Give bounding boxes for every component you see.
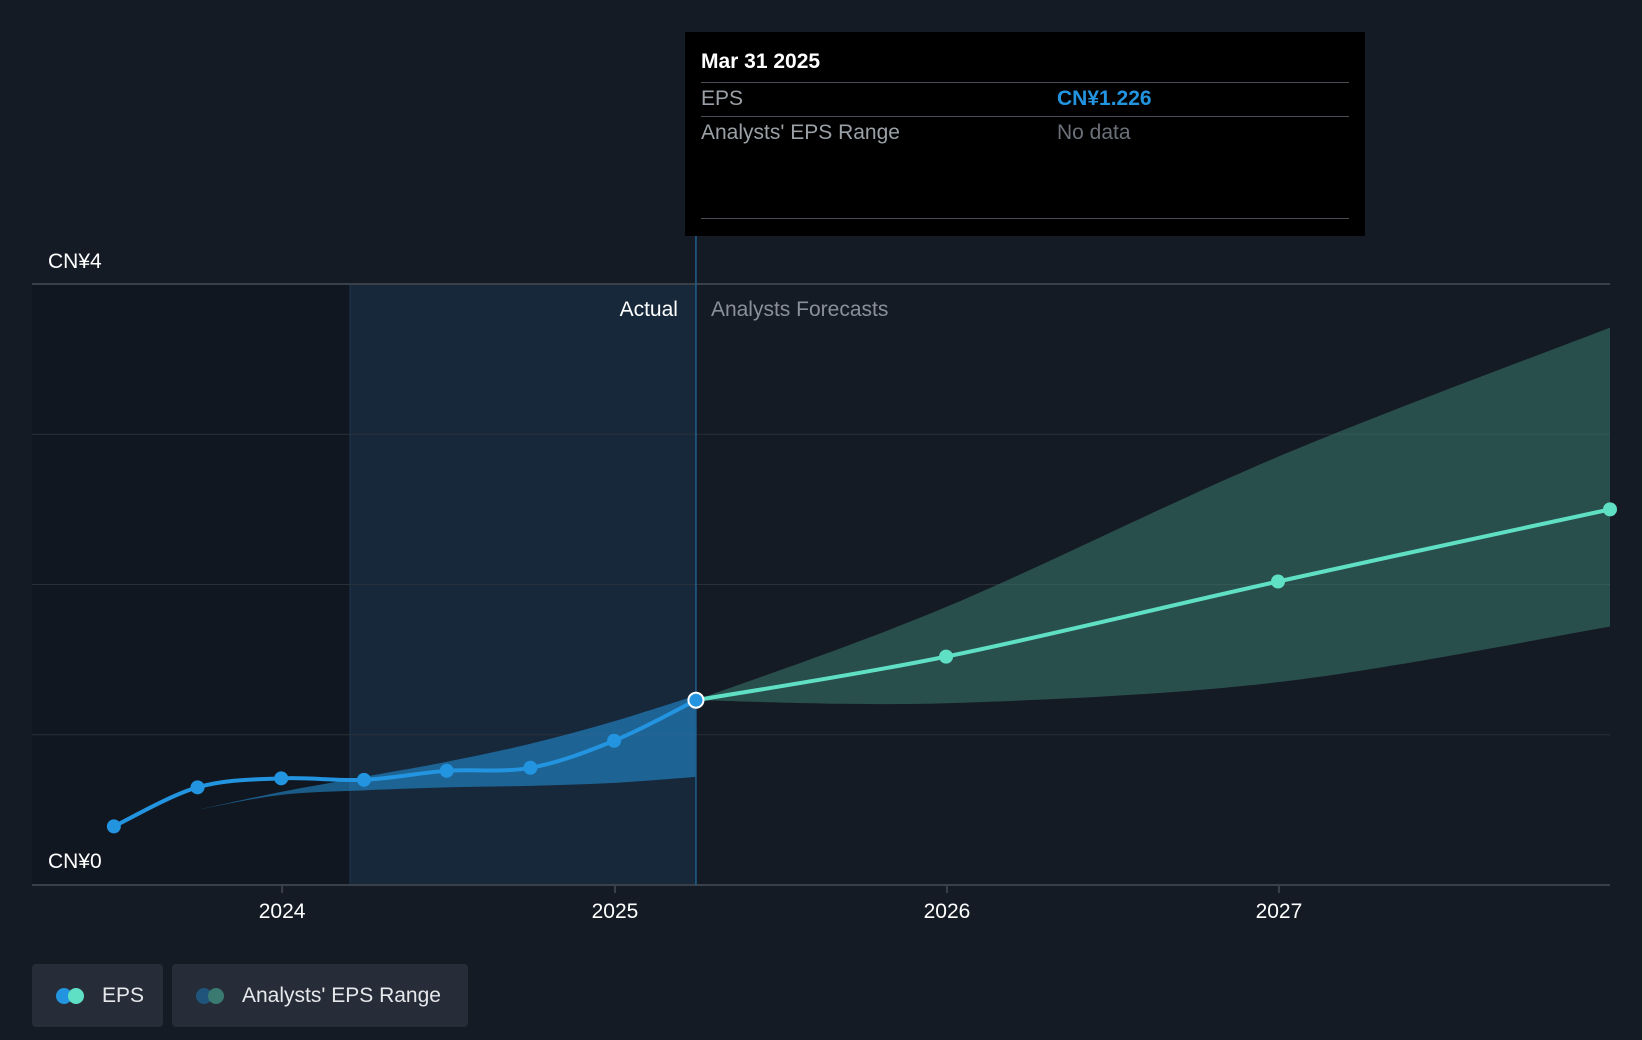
y-tick-bottom: CN¥0 [48, 850, 102, 873]
tooltip-range-label: Analysts' EPS Range [701, 121, 900, 144]
actual-eps-range-band [197, 695, 696, 810]
actual-region-label: Actual [620, 298, 678, 321]
eps-actual-point[interactable] [687, 691, 705, 709]
x-axis-ticks: 2024 2025 2026 2027 [259, 885, 1303, 923]
tooltip-range-value: No data [1057, 121, 1131, 144]
eps-actual-point[interactable] [523, 760, 538, 775]
legend-eps-label: EPS [102, 983, 145, 1007]
eps-actual-point[interactable] [607, 733, 622, 748]
x-tick-label: 2024 [259, 900, 306, 923]
eps-actual-point[interactable] [356, 772, 371, 787]
legend-range-label: Analysts' EPS Range [242, 983, 441, 1007]
tooltip-eps-value: CN¥1.226 [1057, 87, 1152, 110]
tooltip-divider [701, 116, 1349, 117]
x-tick-label: 2027 [1256, 900, 1303, 923]
legend-eps[interactable]: EPS [32, 964, 163, 1027]
eps-forecast-line [693, 507, 1612, 703]
legend-eps-swatch [56, 987, 88, 1004]
tooltip-divider [701, 218, 1349, 219]
x-tick-label: 2026 [924, 900, 971, 923]
forecast-region-label: Analysts Forecasts [711, 298, 888, 321]
tooltip-divider [701, 82, 1349, 83]
eps-series [106, 502, 1617, 834]
hover-tooltip: Mar 31 2025 EPS CN¥1.226 Analysts' EPS R… [685, 32, 1365, 236]
eps-actual-point[interactable] [106, 819, 121, 834]
eps-forecast-point[interactable] [1271, 574, 1286, 589]
eps-forecast-point[interactable] [1603, 502, 1617, 517]
eps-actual-point[interactable] [274, 771, 289, 786]
eps-actual-point[interactable] [439, 763, 454, 778]
forecast-eps-range-band [695, 327, 1610, 705]
legend-range-swatch [196, 987, 228, 1004]
y-tick-top: CN¥4 [48, 250, 102, 273]
tooltip-eps-label: EPS [701, 87, 744, 110]
eps-actual-point[interactable] [190, 780, 205, 795]
eps-actual-line [111, 698, 698, 829]
eps-forecast-point[interactable] [939, 649, 954, 664]
tooltip-date: Mar 31 2025 [701, 50, 821, 73]
legend-eps-range[interactable]: Analysts' EPS Range [172, 964, 468, 1027]
x-tick-label: 2025 [592, 900, 639, 923]
